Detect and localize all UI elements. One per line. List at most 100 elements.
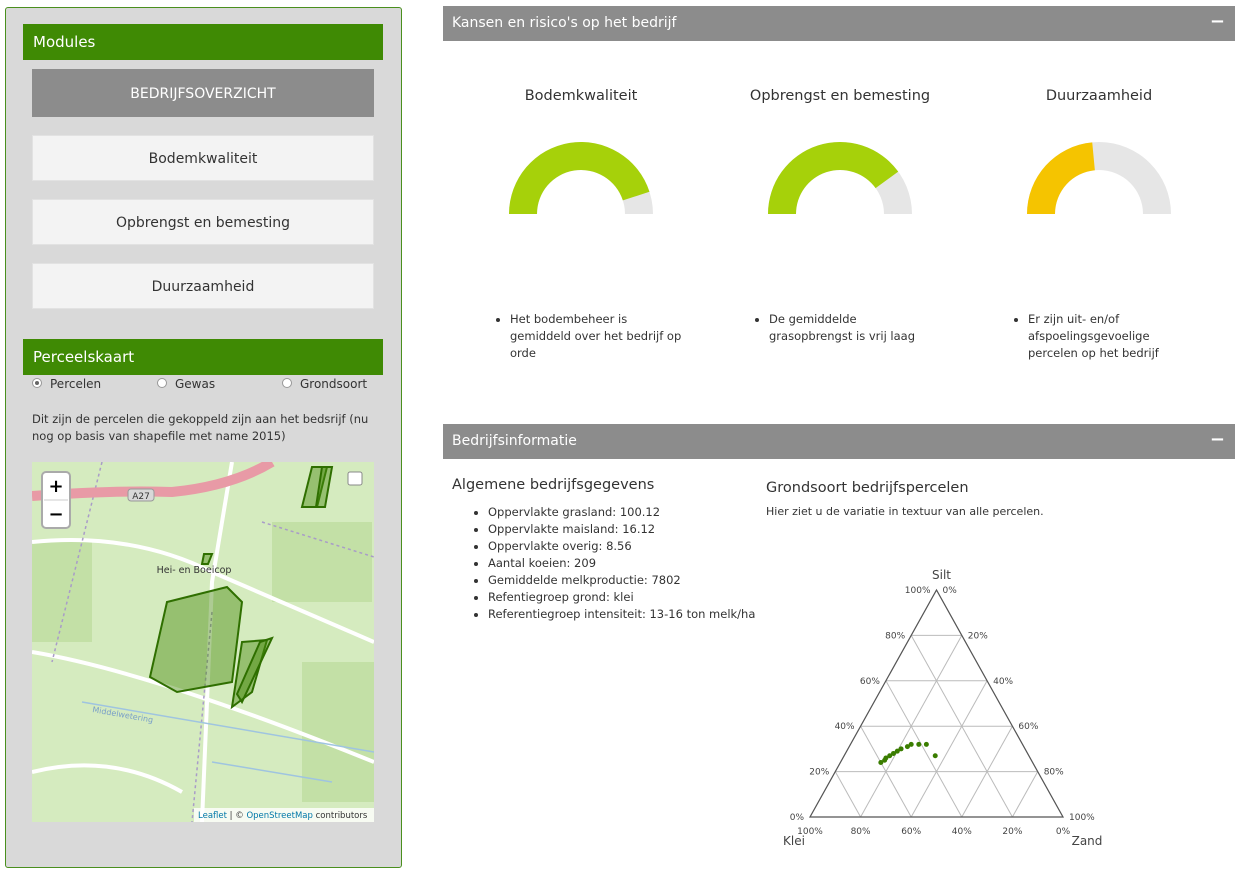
tick-label: 60% xyxy=(1018,722,1038,732)
attribution-link[interactable]: OpenStreetMap xyxy=(246,811,312,821)
grid-line xyxy=(860,635,963,818)
data-point xyxy=(916,741,922,747)
attribution-link[interactable]: Leaflet xyxy=(198,811,228,821)
data-point xyxy=(923,741,929,747)
zoom-out[interactable]: − xyxy=(48,504,63,525)
note: De gemiddelde grasopbrengst is vrij laag xyxy=(769,311,941,345)
map-description: Dit zijn de percelen die gekoppeld zijn … xyxy=(32,412,369,443)
collapse-button[interactable]: − xyxy=(1209,11,1225,32)
data-point xyxy=(887,753,893,759)
map-road-label: A27 xyxy=(132,492,150,502)
gauge-value xyxy=(509,142,650,214)
modules-header: Modules xyxy=(23,24,383,60)
data-point xyxy=(908,741,914,747)
info-item: Gemiddelde melkproductie: 7802 xyxy=(488,572,755,589)
info-item: Oppervlakte maisland: 16.12 xyxy=(488,521,755,538)
tick-label: 100% xyxy=(905,586,931,596)
grid-line xyxy=(910,680,988,818)
tick-label: 0% xyxy=(1056,827,1071,837)
data-point xyxy=(932,753,938,759)
tick-label: 80% xyxy=(1044,768,1064,778)
gauge-title: Duurzaamheid xyxy=(1046,88,1152,104)
data-point xyxy=(898,746,904,752)
grid-line xyxy=(936,589,1064,818)
zoom-in[interactable]: + xyxy=(48,476,63,497)
radio[interactable] xyxy=(157,378,167,388)
module-button[interactable]: Bodemkwaliteit xyxy=(32,135,374,181)
tick-label: 20% xyxy=(968,631,988,641)
tick-label: 40% xyxy=(952,827,972,837)
axis-name: Zand xyxy=(1072,834,1103,848)
gauge-track xyxy=(509,142,653,214)
tick-label: 60% xyxy=(901,827,921,837)
data-point xyxy=(882,757,888,763)
panel-title: Kansen en risico's op het bedrijf xyxy=(452,15,677,31)
module-button[interactable]: Opbrengst en bemesting xyxy=(32,199,374,245)
tick-label: 40% xyxy=(835,722,855,732)
gauge-title: Bodemkwaliteit xyxy=(525,88,638,104)
panel-title: Bedrijfsinformatie xyxy=(452,433,577,449)
grid-line xyxy=(860,725,912,818)
info-item: Oppervlakte grasland: 100.12 xyxy=(488,504,755,521)
tick-label: 0% xyxy=(943,586,958,596)
data-point xyxy=(890,750,896,756)
gauge-notes: Er zijn uit- en/of afspoelingsgevoelige … xyxy=(1010,311,1200,362)
grid-line xyxy=(809,589,937,818)
map-attribution: Leaflet | © OpenStreetMap contributors xyxy=(198,811,368,821)
collapse-button[interactable]: − xyxy=(1209,429,1225,450)
panel-header: Bedrijfsinformatie − xyxy=(443,424,1235,459)
panel-header: Kansen en risico's op het bedrijf − xyxy=(443,6,1235,41)
gauge-value xyxy=(1027,142,1095,214)
tick-label: 80% xyxy=(851,827,871,837)
section-title: Algemene bedrijfsgegevens xyxy=(452,477,655,493)
grid-line xyxy=(961,725,1013,818)
info-item: Oppervlakte overig: 8.56 xyxy=(488,538,755,555)
tick-label: 20% xyxy=(1002,827,1022,837)
chart-title: Grondsoort bedrijfspercelen xyxy=(766,480,969,496)
attribution-text: contributors xyxy=(313,811,368,821)
info-item: Referentiegroep intensiteit: 13-16 ton m… xyxy=(488,606,755,623)
info-item: Refentiegroep grond: klei xyxy=(488,589,755,606)
gauge-notes: De gemiddelde grasopbrengst is vrij laag xyxy=(751,311,941,345)
gauge-track xyxy=(768,142,912,214)
grid-line xyxy=(885,680,963,818)
module-button[interactable]: Duurzaamheid xyxy=(32,263,374,309)
grid-line xyxy=(910,635,1013,818)
note: Het bodembeheer is gemiddeld over het be… xyxy=(510,311,682,362)
tick-label: 0% xyxy=(790,813,805,823)
data-point xyxy=(883,755,889,761)
gauge-notes: Het bodembeheer is gemiddeld over het be… xyxy=(492,311,682,362)
triangle xyxy=(808,588,1065,818)
gauge-title: Opbrengst en bemesting xyxy=(750,88,930,104)
grid-line xyxy=(834,771,862,818)
data-point xyxy=(878,760,884,766)
radio-label[interactable]: Grondsoort xyxy=(300,377,368,391)
radio-label[interactable]: Percelen xyxy=(50,377,102,391)
axis-name: Klei xyxy=(783,834,805,848)
tick-label: 100% xyxy=(1069,813,1095,823)
tick-label: 80% xyxy=(885,631,905,641)
data-point xyxy=(904,744,910,750)
general-list: Oppervlakte grasland: 100.12Oppervlakte … xyxy=(470,504,755,623)
map-place-label: Hei- en Boeicop xyxy=(157,565,232,576)
tick-label: 20% xyxy=(809,768,829,778)
tick-label: 100% xyxy=(797,827,823,837)
radio[interactable] xyxy=(282,378,292,388)
chart-subtitle: Hier ziet u de variatie in textuur van a… xyxy=(766,505,1044,518)
module-button[interactable]: BEDRIJFSOVERZICHT xyxy=(32,69,374,117)
gauge-value xyxy=(767,142,899,214)
radio-label[interactable]: Gewas xyxy=(175,377,216,391)
axis-name: Silt xyxy=(932,568,951,582)
radio[interactable] xyxy=(32,378,42,388)
grid-line xyxy=(1011,771,1039,818)
data-point xyxy=(894,748,900,754)
map[interactable]: A27 Hei- en Boeicop Middelwetering + − L… xyxy=(32,462,374,822)
map-header: Perceelskaart xyxy=(23,339,383,375)
note: Er zijn uit- en/of afspoelingsgevoelige … xyxy=(1028,311,1200,362)
tick-label: 60% xyxy=(860,677,880,687)
gauge-track xyxy=(1027,142,1171,214)
attribution-text: | © xyxy=(227,811,246,821)
tick-label: 40% xyxy=(993,677,1013,687)
info-item: Aantal koeien: 209 xyxy=(488,555,755,572)
